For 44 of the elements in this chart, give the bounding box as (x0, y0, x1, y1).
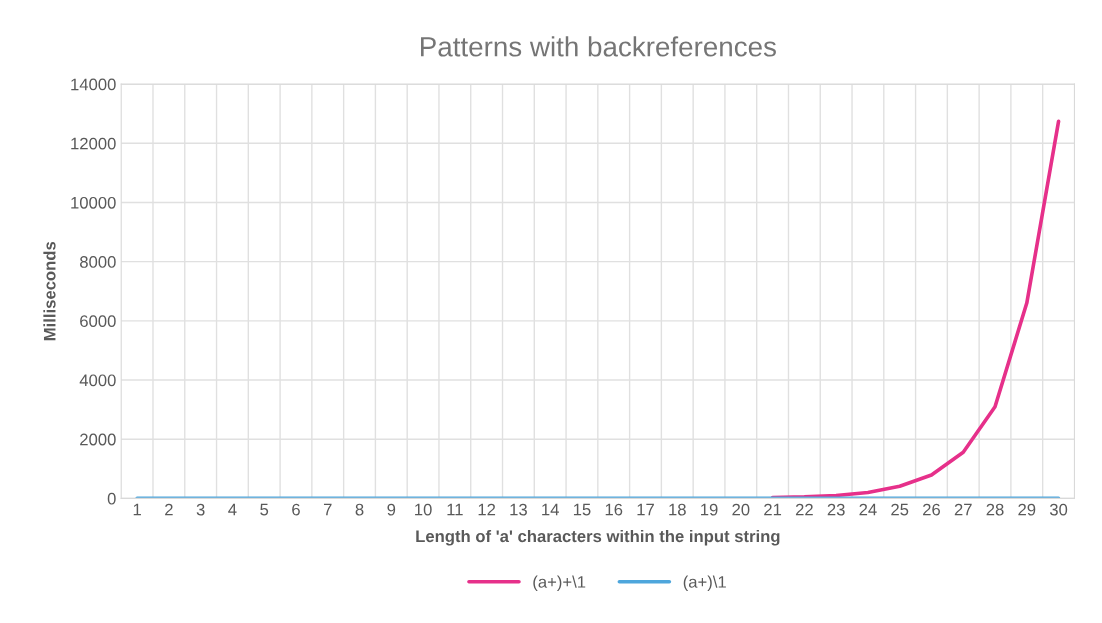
x-tick-label: 26 (923, 503, 940, 516)
x-tick-label: 24 (859, 503, 877, 516)
y-tick-label: 2000 (80, 433, 116, 446)
y-tick-label: 0 (107, 492, 116, 505)
y-tick-label: 10000 (71, 196, 116, 209)
x-tick-label: 23 (827, 503, 845, 516)
x-tick-label: 11 (447, 503, 463, 516)
x-tick-label: 30 (1049, 503, 1068, 516)
x-tick-label: 9 (387, 503, 396, 516)
x-tick-label: 1 (133, 503, 141, 516)
x-tick-label: 20 (732, 503, 750, 516)
x-tick-label: 22 (795, 503, 813, 516)
x-tick-label: 10 (415, 503, 432, 516)
line-series (770, 119, 1061, 499)
x-tick-label: 27 (954, 503, 972, 516)
x-tick-label: 3 (196, 503, 205, 516)
x-tick-label: 29 (1018, 503, 1036, 516)
x-axis-title: Length of 'a' characters within the input string (416, 529, 780, 546)
x-tick-label: 18 (669, 503, 686, 516)
x-tick-label: 8 (355, 503, 364, 516)
x-tick-label: 15 (573, 503, 591, 516)
y-tick-label: 6000 (80, 315, 116, 328)
x-tick-label: 28 (986, 503, 1004, 516)
x-tick-label: 6 (292, 503, 300, 516)
x-tick-label: 12 (478, 503, 496, 516)
y-tick-label: 4000 (79, 374, 116, 387)
x-tick-label: 25 (891, 503, 909, 516)
y-axis-title: Milliseconds (43, 241, 56, 341)
x-tick-label: 21 (764, 503, 782, 516)
x-tick-label: 7 (323, 503, 332, 516)
y-tick-label: 8000 (80, 256, 116, 268)
x-tick-label: 19 (701, 503, 718, 516)
legend-label: (a+)+\1 (533, 575, 586, 592)
x-tick-label: 2 (165, 503, 173, 516)
legend-label: (a+)\1 (683, 575, 726, 592)
x-tick-label: 16 (605, 503, 623, 516)
x-tick-label: 14 (542, 503, 559, 516)
x-tick-label: 4 (228, 503, 237, 516)
y-tick-label: 14000 (71, 78, 116, 91)
x-tick-label: 13 (510, 503, 527, 516)
y-tick-label: 12000 (71, 137, 116, 150)
x-tick-label: 5 (260, 503, 269, 516)
chart-title: Patterns with backreferences (421, 36, 776, 57)
x-tick-label: 17 (637, 503, 654, 516)
